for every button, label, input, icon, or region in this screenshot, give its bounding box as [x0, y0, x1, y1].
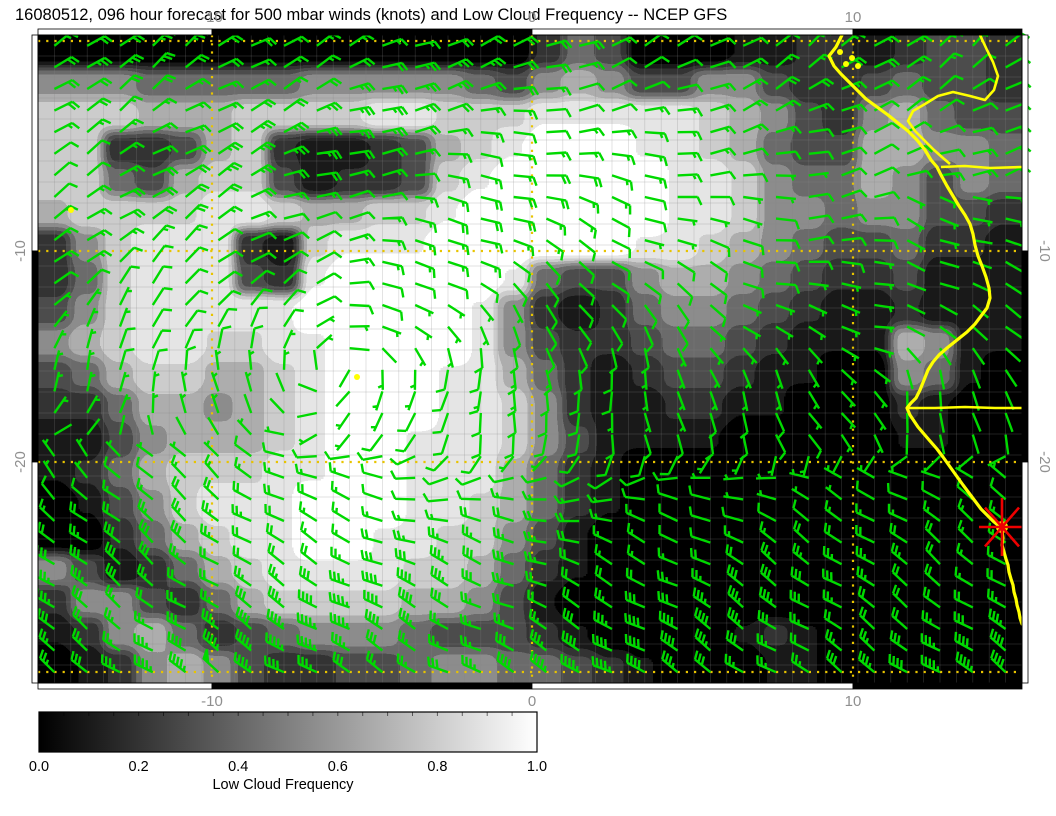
x-axis-label-top: -10: [201, 9, 223, 26]
border-strip-right: [1021, 250, 1029, 463]
y-axis-label-right: -20: [1036, 451, 1053, 473]
island-dot: [843, 61, 849, 67]
wind-barb-row: [53, 392, 1014, 440]
border-strip-right: [1021, 461, 1029, 684]
country-border: [906, 35, 1000, 165]
wind-barb-row: [38, 627, 1007, 652]
wind-barb-row: [40, 475, 1007, 505]
wind-barb-row: [53, 286, 1022, 331]
wind-barb-row: [53, 118, 1032, 144]
colorbar-gradient: [38, 711, 538, 753]
wind-barb-row: [53, 244, 1024, 286]
station-marker: [979, 498, 1025, 556]
colorbar-tick-label: 0.6: [328, 759, 348, 775]
border-strip-top: [531, 28, 854, 36]
border-strip-left: [31, 461, 39, 684]
x-axis-label-bottom: 0: [528, 693, 536, 710]
wind-barb-layer: [35, 30, 1032, 674]
wind-barb-row: [53, 224, 1025, 262]
border-strip-left: [31, 34, 39, 252]
map-area: [38, 35, 1022, 683]
island-dot: [837, 49, 843, 55]
colorbar-tick-label: 0.2: [129, 759, 149, 775]
wind-barb-row: [53, 95, 1032, 120]
river: [908, 405, 1022, 410]
colorbar-caption: Low Cloud Frequency: [212, 777, 354, 793]
wind-barb-row: [53, 51, 1032, 74]
border-strip-left: [31, 250, 39, 463]
border-strip-right: [1021, 34, 1029, 252]
colorbar-tick-label: 0.8: [427, 759, 447, 775]
y-axis-label-right: -10: [1036, 240, 1053, 262]
wind-barb-row: [53, 203, 1026, 239]
wind-barb-row: [53, 345, 1018, 396]
wind-barb-row: [38, 648, 1007, 674]
border-strip-top: [37, 28, 213, 36]
marker-ray: [984, 506, 1020, 548]
fine-graticule: [38, 35, 1022, 683]
border-strip-bottom: [211, 682, 533, 690]
border-strip-top: [852, 28, 1023, 36]
wind-barb-row: [35, 584, 1007, 609]
wind-barb-row: [53, 324, 1022, 375]
colorbar: 0.0 0.2 0.4 0.6 0.8 1.0 Low Cloud Frequency: [29, 711, 547, 793]
x-axis-label-bottom: 10: [845, 693, 862, 710]
wind-barb-row: [37, 518, 1007, 544]
wind-barb-row: [53, 30, 1031, 51]
wind-barb-row: [53, 74, 1032, 96]
island-dot: [68, 207, 74, 213]
colorbar-tick-label: 0.4: [228, 759, 248, 775]
y-axis-label-left: -20: [12, 451, 29, 473]
map-outline: [37, 34, 1023, 684]
wind-barb-row: [53, 414, 1010, 461]
colorbar-tick-label: 1.0: [527, 759, 547, 775]
axis-labels: -10 -10 0 0 10 10 -10 -10 -20 -20: [12, 9, 1053, 710]
x-axis-label-top: 0: [528, 9, 536, 26]
wind-barb-row: [53, 161, 1032, 191]
border-strip-bottom: [37, 682, 213, 690]
colorbar-tick-label: 0.0: [29, 759, 49, 775]
wind-barb-row: [35, 540, 1007, 566]
map-frame: [31, 28, 1029, 690]
chart-title: 16080512, 096 hour forecast for 500 mbar…: [15, 6, 727, 24]
y-axis-label-left: -10: [12, 240, 29, 262]
x-axis-label-top: 10: [845, 9, 862, 26]
x-axis-label-bottom: -10: [201, 693, 223, 710]
coastline-layer: [68, 35, 1025, 626]
wind-barb-row: [42, 454, 1007, 490]
island-dot: [855, 63, 861, 69]
wind-barb-row: [53, 265, 1024, 308]
border-strip-bottom: [531, 682, 854, 690]
island-dot: [849, 55, 855, 61]
island-dot: [354, 374, 360, 380]
wind-barb-row: [35, 562, 1007, 587]
border-strip-top: [211, 28, 533, 36]
border-strip-bottom: [852, 682, 1023, 690]
wind-barb-row: [53, 306, 1023, 353]
wind-barb-row: [37, 605, 1007, 631]
wind-barb-row: [38, 497, 1007, 523]
wind-barb-row: [41, 435, 1007, 478]
wind-barb-row: [53, 139, 1032, 168]
river: [940, 164, 1022, 170]
wind-barb-row: [53, 371, 1015, 417]
wind-barb-row: [53, 182, 1026, 215]
